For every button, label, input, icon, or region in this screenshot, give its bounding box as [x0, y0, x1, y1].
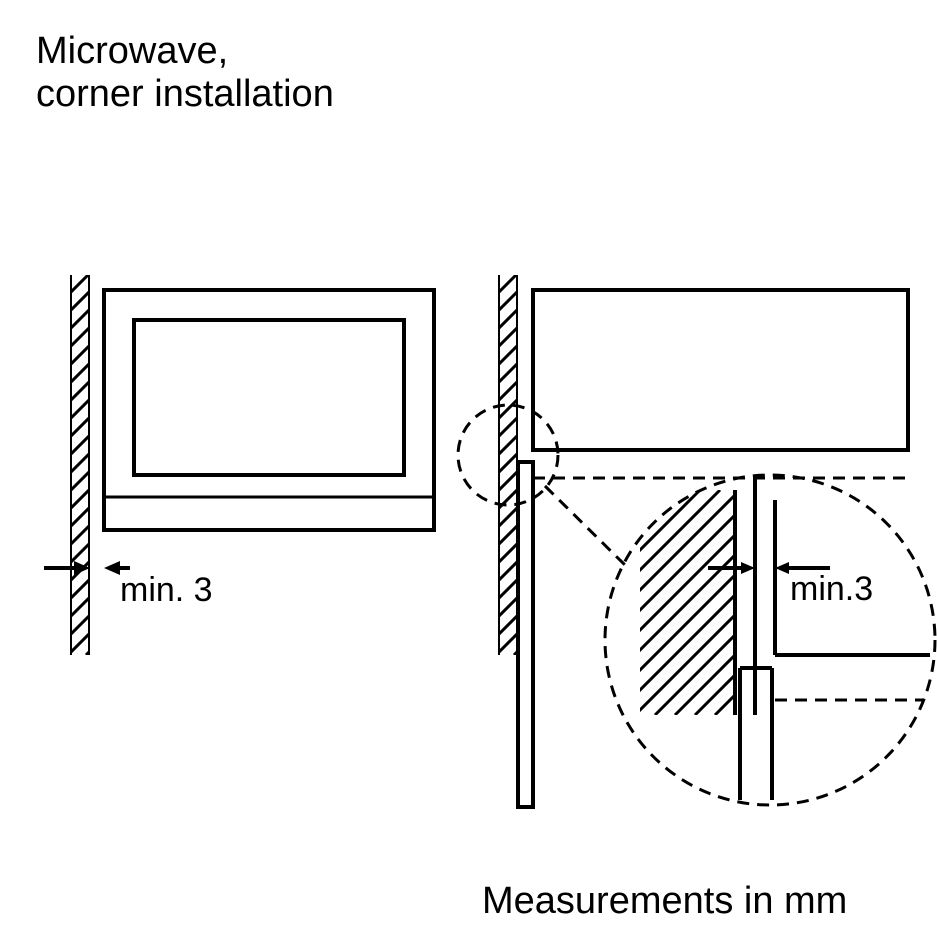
svg-text:min.3: min.3	[790, 570, 873, 608]
svg-text:min. 3: min. 3	[120, 571, 213, 609]
installation-diagram: Microwave, corner installation Measureme…	[0, 0, 937, 937]
diagram-svg: min. 3 min.3	[0, 0, 937, 937]
